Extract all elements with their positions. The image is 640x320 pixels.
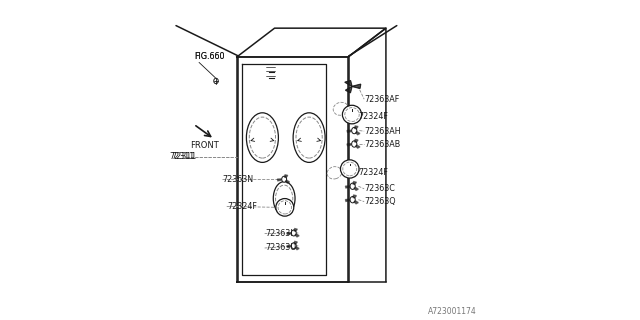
Text: FIG.660: FIG.660 (195, 52, 225, 61)
Text: 72363Q: 72363Q (365, 197, 396, 206)
Polygon shape (277, 179, 281, 181)
Text: 72311: 72311 (172, 152, 196, 161)
Ellipse shape (246, 113, 278, 163)
Polygon shape (294, 228, 298, 231)
Polygon shape (285, 180, 289, 183)
Polygon shape (287, 233, 291, 235)
Text: 72324F: 72324F (358, 112, 388, 121)
Ellipse shape (350, 183, 355, 189)
Ellipse shape (342, 105, 362, 124)
Polygon shape (346, 199, 349, 201)
Polygon shape (295, 247, 299, 250)
Ellipse shape (350, 196, 355, 203)
Polygon shape (354, 201, 358, 204)
Ellipse shape (291, 230, 296, 236)
Text: 72363AH: 72363AH (365, 127, 401, 136)
Polygon shape (356, 132, 360, 135)
Ellipse shape (282, 176, 287, 182)
Polygon shape (346, 86, 352, 93)
Ellipse shape (351, 127, 357, 134)
Polygon shape (356, 145, 360, 148)
Polygon shape (355, 140, 358, 142)
Text: FIG.660: FIG.660 (195, 52, 225, 61)
Polygon shape (294, 241, 298, 244)
Text: 72363C: 72363C (365, 184, 396, 193)
Polygon shape (346, 186, 349, 188)
Polygon shape (287, 245, 291, 247)
Text: 72363AF: 72363AF (365, 95, 400, 104)
Ellipse shape (273, 182, 295, 215)
Text: 72363I: 72363I (266, 229, 293, 238)
Polygon shape (345, 81, 352, 86)
Text: 72324F: 72324F (227, 202, 257, 211)
Text: FRONT: FRONT (191, 141, 219, 150)
Ellipse shape (276, 198, 294, 216)
Text: 72363N: 72363N (223, 175, 253, 184)
Ellipse shape (214, 78, 218, 84)
Polygon shape (355, 126, 358, 129)
Polygon shape (353, 182, 356, 184)
Text: 72324F: 72324F (358, 168, 388, 177)
Polygon shape (347, 144, 351, 146)
Text: 72363U: 72363U (266, 244, 297, 252)
Polygon shape (284, 175, 288, 178)
Text: 72363AB: 72363AB (365, 140, 401, 148)
Polygon shape (347, 130, 351, 132)
Text: A723001174: A723001174 (428, 307, 477, 316)
Polygon shape (352, 84, 361, 88)
Ellipse shape (340, 160, 359, 178)
Ellipse shape (293, 113, 325, 163)
Polygon shape (354, 188, 358, 190)
Text: 72311: 72311 (170, 152, 195, 161)
Ellipse shape (351, 141, 357, 147)
Ellipse shape (291, 243, 296, 249)
Polygon shape (295, 234, 299, 237)
Polygon shape (353, 195, 356, 198)
